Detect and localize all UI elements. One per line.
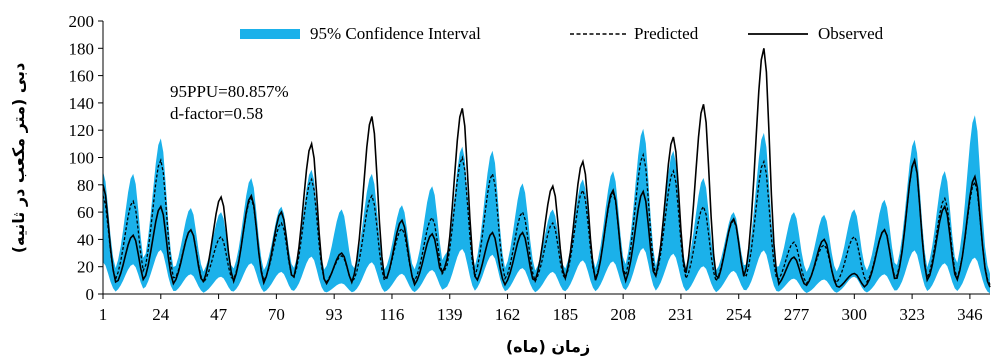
x-tick-label: 116 <box>380 305 405 324</box>
y-tick-label: 200 <box>69 12 95 31</box>
y-tick-label: 60 <box>77 203 94 222</box>
x-tick-label: 254 <box>726 305 752 324</box>
y-tick-label: 180 <box>69 39 95 58</box>
x-tick-label: 346 <box>957 305 983 324</box>
axes: 0 20 40 60 80 100 120 140 160 180 200 1 24 47 70 93 116 1… <box>69 12 990 324</box>
x-tick-label: 93 <box>326 305 343 324</box>
y-tick-label: 0 <box>86 285 95 304</box>
legend-ci-label: 95% Confidence Interval <box>310 24 481 43</box>
y-tick-label: 80 <box>77 176 94 195</box>
x-tick-label: 139 <box>437 305 463 324</box>
legend: 95% Confidence Interval Predicted Observ… <box>240 24 884 43</box>
series-confidence-band <box>103 115 990 294</box>
y-axis-title: دبی (متر مکعب در ثانیه) <box>9 63 28 254</box>
x-tick-label: 24 <box>152 305 170 324</box>
y-tick-label: 120 <box>69 121 95 140</box>
y-tick-label: 100 <box>69 149 95 168</box>
annotation-95ppu: 95PPU=80.857% <box>170 82 289 101</box>
x-axis-title: زمان (ماه) <box>506 337 590 356</box>
legend-predicted-label: Predicted <box>634 24 699 43</box>
series-predicted-line <box>102 152 991 285</box>
x-tick-label: 277 <box>784 305 810 324</box>
series-observed-line <box>102 48 991 289</box>
y-tick-label: 40 <box>77 230 94 249</box>
y-tick-label: 140 <box>69 94 95 113</box>
plot-area <box>102 48 991 294</box>
x-tick-label: 162 <box>495 305 521 324</box>
x-tick-label: 1 <box>99 305 108 324</box>
x-tick-label: 185 <box>553 305 579 324</box>
annotation-d-factor: d-factor=0.58 <box>170 104 263 123</box>
x-tick-label: 300 <box>842 305 868 324</box>
y-tick-label: 20 <box>77 258 94 277</box>
x-tick-label: 231 <box>668 305 694 324</box>
y-tick-label: 160 <box>69 67 95 86</box>
legend-observed-label: Observed <box>818 24 884 43</box>
x-tick-label: 70 <box>268 305 285 324</box>
x-tick-label: 208 <box>610 305 636 324</box>
x-tick-label: 323 <box>899 305 925 324</box>
x-tick-label: 47 <box>210 305 228 324</box>
legend-ci-swatch <box>240 29 300 39</box>
